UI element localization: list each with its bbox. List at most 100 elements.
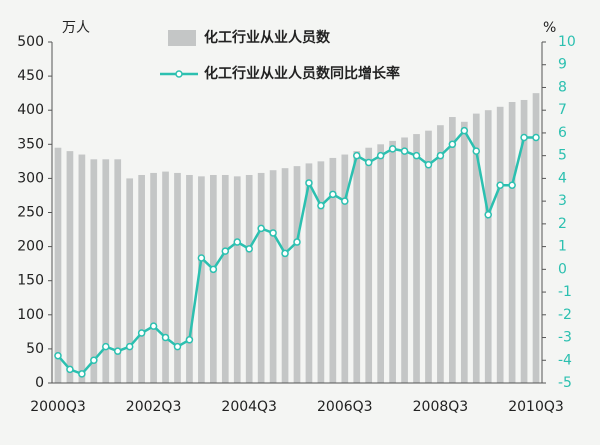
x-tick-label: 2000Q3 — [30, 399, 86, 415]
y2-tick-label: 6 — [558, 125, 567, 141]
line-marker — [341, 197, 349, 205]
y-tick-label: 250 — [17, 205, 44, 221]
line-marker — [364, 158, 373, 167]
line-marker — [245, 245, 253, 253]
line-marker — [257, 224, 265, 233]
line-marker — [448, 140, 457, 149]
line-marker — [221, 247, 230, 255]
bar — [233, 176, 241, 383]
bar — [66, 151, 74, 383]
bar — [281, 168, 289, 383]
bar — [162, 171, 169, 383]
bar — [174, 172, 181, 383]
y2-tick-label: 10 — [558, 34, 576, 50]
x-tick-label: 2002Q3 — [126, 399, 182, 415]
line-marker — [532, 133, 540, 142]
y-tick-label: 0 — [35, 375, 44, 391]
bar — [437, 125, 444, 383]
line-marker — [388, 145, 397, 153]
bar — [90, 159, 98, 383]
bar — [102, 159, 110, 383]
line-marker — [400, 147, 409, 155]
bar — [126, 178, 134, 383]
y2-axis-title: % — [543, 20, 556, 36]
y2-tick-label: 5 — [558, 148, 567, 164]
line-marker — [353, 151, 361, 160]
bar — [353, 151, 361, 383]
y2-tick-label: -4 — [558, 352, 572, 368]
bar — [317, 161, 325, 383]
bar — [78, 154, 86, 383]
bar — [532, 93, 540, 384]
line-marker — [137, 329, 146, 337]
line-marker — [185, 336, 194, 344]
bar — [150, 172, 157, 383]
y2-tick-label: -2 — [558, 307, 572, 323]
bar — [460, 121, 468, 383]
line-marker — [508, 181, 516, 189]
y-tick-label: 450 — [17, 68, 44, 84]
line-marker — [436, 151, 445, 160]
line-marker — [472, 147, 481, 155]
x-tick-label: 2008Q3 — [413, 399, 469, 415]
bar — [401, 137, 408, 383]
bar — [221, 174, 229, 383]
bar — [114, 159, 122, 383]
bar — [425, 130, 432, 383]
y-tick-label: 150 — [17, 273, 44, 289]
line-marker — [376, 151, 385, 160]
line-marker — [460, 126, 469, 135]
line-marker — [66, 365, 74, 374]
legend-marker — [175, 70, 183, 78]
line-marker — [424, 161, 433, 169]
bar — [377, 144, 385, 383]
line-marker — [197, 254, 206, 262]
y2-tick-label: 4 — [558, 170, 567, 186]
y2-tick-label: 8 — [558, 79, 567, 95]
x-tick-label: 2004Q3 — [221, 399, 277, 415]
line-marker — [209, 265, 218, 274]
bar — [449, 117, 456, 384]
line-marker — [161, 333, 170, 342]
legend-label: 化工行业从业人员数同比增长率 — [204, 65, 400, 82]
line-marker — [484, 211, 492, 219]
y-tick-label: 300 — [17, 170, 44, 186]
line-marker — [520, 133, 528, 142]
x-tick-label: 2006Q3 — [317, 399, 373, 415]
line-marker — [78, 370, 86, 378]
y2-tick-label: -3 — [558, 330, 572, 346]
bar — [245, 174, 253, 383]
line-marker — [281, 249, 289, 258]
line-marker — [54, 351, 62, 360]
line-marker — [125, 342, 134, 351]
y2-tick-label: 2 — [558, 216, 567, 232]
y2-tick-label: -5 — [558, 375, 572, 391]
y2-tick-label: 9 — [558, 57, 567, 73]
bar — [257, 172, 265, 383]
line-marker — [329, 190, 337, 199]
y2-tick-label: 0 — [558, 261, 567, 277]
line-marker — [305, 179, 313, 187]
bar — [198, 176, 205, 383]
bar — [293, 166, 301, 383]
line-marker — [293, 238, 301, 246]
line-marker — [90, 356, 98, 365]
bar — [341, 154, 349, 383]
line-marker — [412, 151, 421, 160]
line-marker — [317, 201, 325, 210]
line-marker — [173, 342, 182, 351]
line-marker — [102, 342, 110, 351]
line-marker — [496, 181, 504, 189]
y-tick-label: 350 — [17, 136, 44, 152]
bar — [389, 140, 396, 383]
bar — [305, 163, 313, 383]
bar — [138, 174, 145, 383]
line-marker — [233, 238, 241, 246]
bar — [496, 106, 504, 383]
y2-tick-label: 3 — [558, 193, 567, 209]
bar — [209, 174, 217, 383]
y2-tick-label: -1 — [558, 284, 572, 300]
y-tick-label: 200 — [17, 239, 44, 255]
legend-label: 化工行业从业人员数 — [204, 29, 331, 46]
line-marker — [269, 229, 277, 237]
